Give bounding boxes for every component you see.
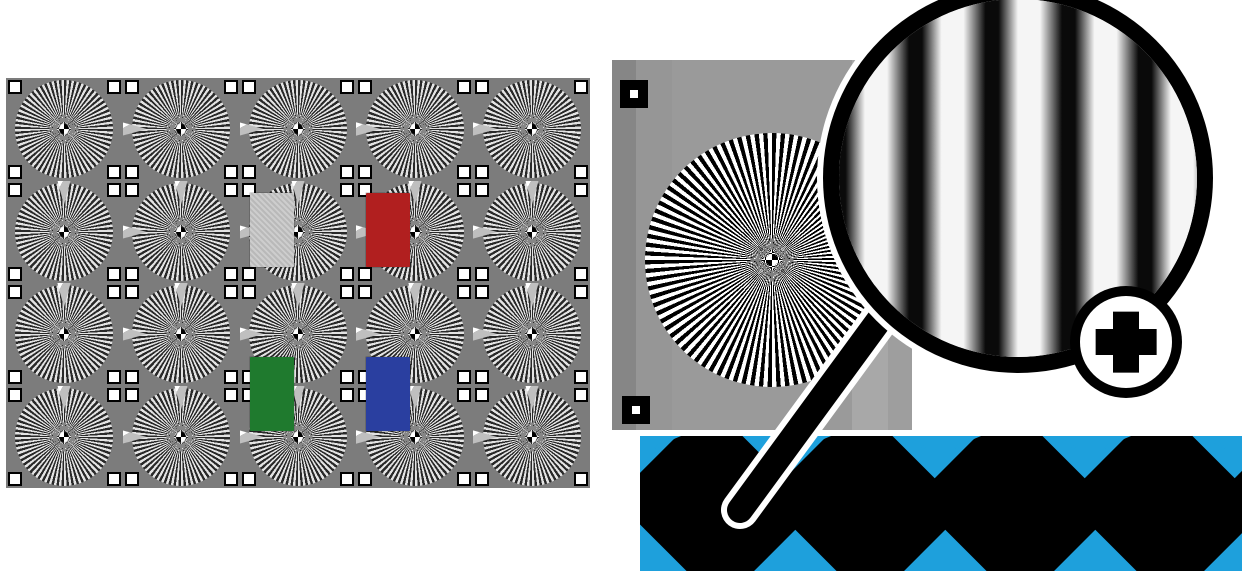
color-chip-red	[366, 193, 410, 267]
canvas	[0, 0, 1242, 571]
diamond-arcs	[640, 436, 1242, 450]
color-chips-layer	[6, 78, 590, 488]
diamond-row	[640, 436, 1242, 571]
diamond-cell	[790, 436, 940, 571]
color-chip-green	[250, 357, 294, 431]
diamond-cell	[640, 436, 790, 571]
diamond-cell	[940, 436, 1090, 571]
color-chip-noise	[250, 193, 294, 267]
left-test-chart	[6, 78, 590, 488]
diamond-strip	[640, 436, 1242, 571]
register-mark	[620, 80, 648, 108]
register-mark	[622, 396, 650, 424]
color-chip-blue	[366, 357, 410, 431]
diamond-cell	[1090, 436, 1240, 571]
zoom-plus-badge	[1080, 296, 1172, 388]
